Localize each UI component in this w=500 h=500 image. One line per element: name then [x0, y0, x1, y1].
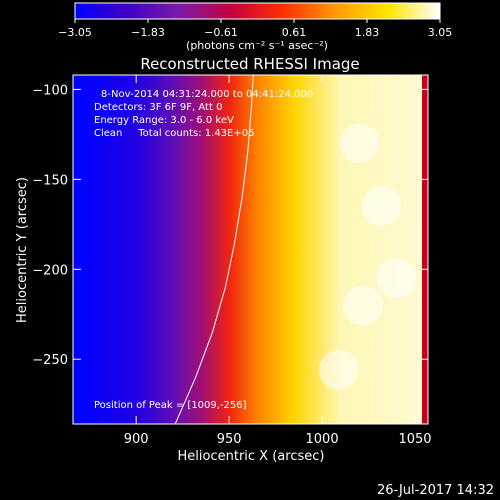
solar-limb-curve: [174, 75, 254, 424]
x-axis-ticks: 900 950 1000 1050: [124, 75, 432, 447]
highlight-spot-3: [318, 350, 359, 391]
annotation-clean-counts: Clean Total counts: 1.43E+05: [94, 128, 254, 139]
colorbar-tick-label-1: −1.83: [131, 26, 165, 39]
highlight-spot-4: [376, 258, 417, 299]
highlight-spot-2: [342, 285, 383, 326]
colorbar-frame: [74, 2, 441, 20]
chart-title: Reconstructed RHESSI Image: [140, 55, 359, 73]
x-tick-label-0: 900: [124, 432, 149, 447]
colorbar-units-label: (photons cm⁻² s⁻¹ asec⁻²): [186, 39, 328, 52]
x-axis-label: Heliocentric X (arcsec): [178, 449, 325, 464]
right-edge-strip: [422, 75, 428, 424]
emission-highlights: [318, 123, 417, 391]
y-axis-ticks: −100 −150 −200 −250: [32, 83, 428, 368]
annotation-peak-position: Position of Peak = [1009,-256]: [94, 400, 247, 411]
colorbar: −3.05 −1.83 −0.61 0.61 1.83 3.05 (photons cm⁻…: [58, 2, 452, 52]
annotation-time-range: 8-Nov-2014 04:31:24.000 to 04:41:24.000: [101, 89, 313, 100]
colorbar-ticks: −3.05 −1.83 −0.61 0.61 1.83 3.05: [58, 19, 452, 39]
heatmap-image: [73, 75, 428, 424]
x-tick-label-2: 1000: [306, 432, 339, 447]
colorbar-tick-label-0: −3.05: [58, 26, 92, 39]
y-tick-label-0: −100: [32, 83, 68, 98]
colorbar-tick-label-5: 3.05: [428, 26, 453, 39]
footer-date: 26-Jul-2017 14:32: [377, 483, 494, 498]
colorbar-tick-label-3: 0.61: [282, 26, 307, 39]
y-tick-label-3: −250: [32, 353, 68, 368]
annotation-detectors: Detectors: 3F 6F 9F, Att 0: [94, 102, 222, 113]
x-tick-label-3: 1050: [398, 432, 431, 447]
plot-frame: [72, 74, 429, 425]
y-tick-label-2: −200: [32, 263, 68, 278]
colorbar-gradient: [75, 3, 440, 19]
annotation-energy-range: Energy Range: 3.0 - 6.0 keV: [94, 115, 234, 126]
y-axis-label: Heliocentric Y (arcsec): [15, 177, 30, 323]
colorbar-tick-label-4: 1.83: [355, 26, 380, 39]
y-tick-label-1: −150: [32, 173, 68, 188]
highlight-spot-1: [361, 186, 402, 227]
x-tick-label-1: 950: [217, 432, 242, 447]
highlight-spot-0: [339, 123, 380, 164]
colorbar-tick-label-2: −0.61: [204, 26, 238, 39]
